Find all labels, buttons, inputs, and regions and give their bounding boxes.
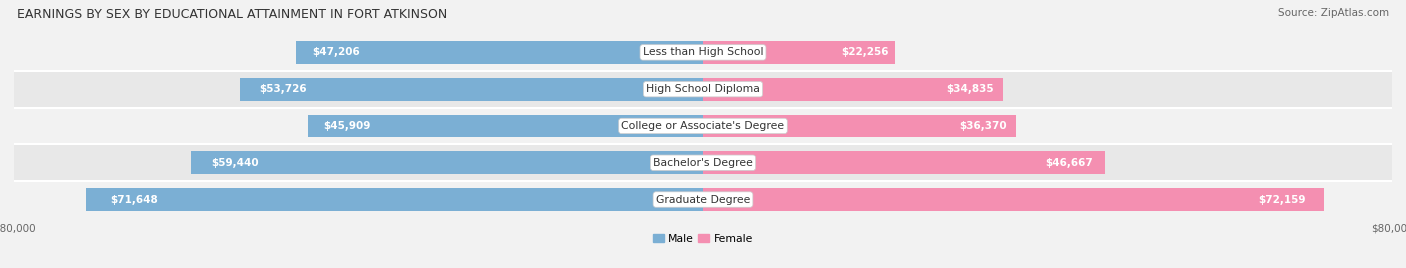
Bar: [703, 151, 1105, 174]
Bar: [14, 107, 1392, 144]
Text: $22,256: $22,256: [841, 47, 889, 57]
Bar: [240, 78, 703, 100]
Text: $34,835: $34,835: [946, 84, 994, 94]
Bar: [14, 181, 1392, 218]
Bar: [703, 188, 1324, 211]
Text: $53,726: $53,726: [259, 84, 307, 94]
Text: $71,648: $71,648: [111, 195, 159, 204]
Bar: [14, 144, 1392, 181]
Bar: [14, 71, 1392, 107]
Bar: [703, 78, 1002, 100]
Legend: Male, Female: Male, Female: [648, 229, 758, 248]
Text: Source: ZipAtlas.com: Source: ZipAtlas.com: [1278, 8, 1389, 18]
Text: Bachelor's Degree: Bachelor's Degree: [652, 158, 754, 168]
Text: Graduate Degree: Graduate Degree: [655, 195, 751, 204]
Bar: [86, 188, 703, 211]
Text: $47,206: $47,206: [312, 47, 360, 57]
Text: $36,370: $36,370: [959, 121, 1007, 131]
Text: College or Associate's Degree: College or Associate's Degree: [621, 121, 785, 131]
Text: $45,909: $45,909: [323, 121, 371, 131]
Bar: [297, 41, 703, 64]
Bar: [703, 114, 1017, 137]
Text: Less than High School: Less than High School: [643, 47, 763, 57]
Text: High School Diploma: High School Diploma: [647, 84, 759, 94]
Bar: [308, 114, 703, 137]
Bar: [191, 151, 703, 174]
Bar: [14, 34, 1392, 71]
Text: $72,159: $72,159: [1258, 195, 1306, 204]
Text: $46,667: $46,667: [1045, 158, 1092, 168]
Text: EARNINGS BY SEX BY EDUCATIONAL ATTAINMENT IN FORT ATKINSON: EARNINGS BY SEX BY EDUCATIONAL ATTAINMEN…: [17, 8, 447, 21]
Bar: [703, 41, 894, 64]
Text: $59,440: $59,440: [211, 158, 259, 168]
